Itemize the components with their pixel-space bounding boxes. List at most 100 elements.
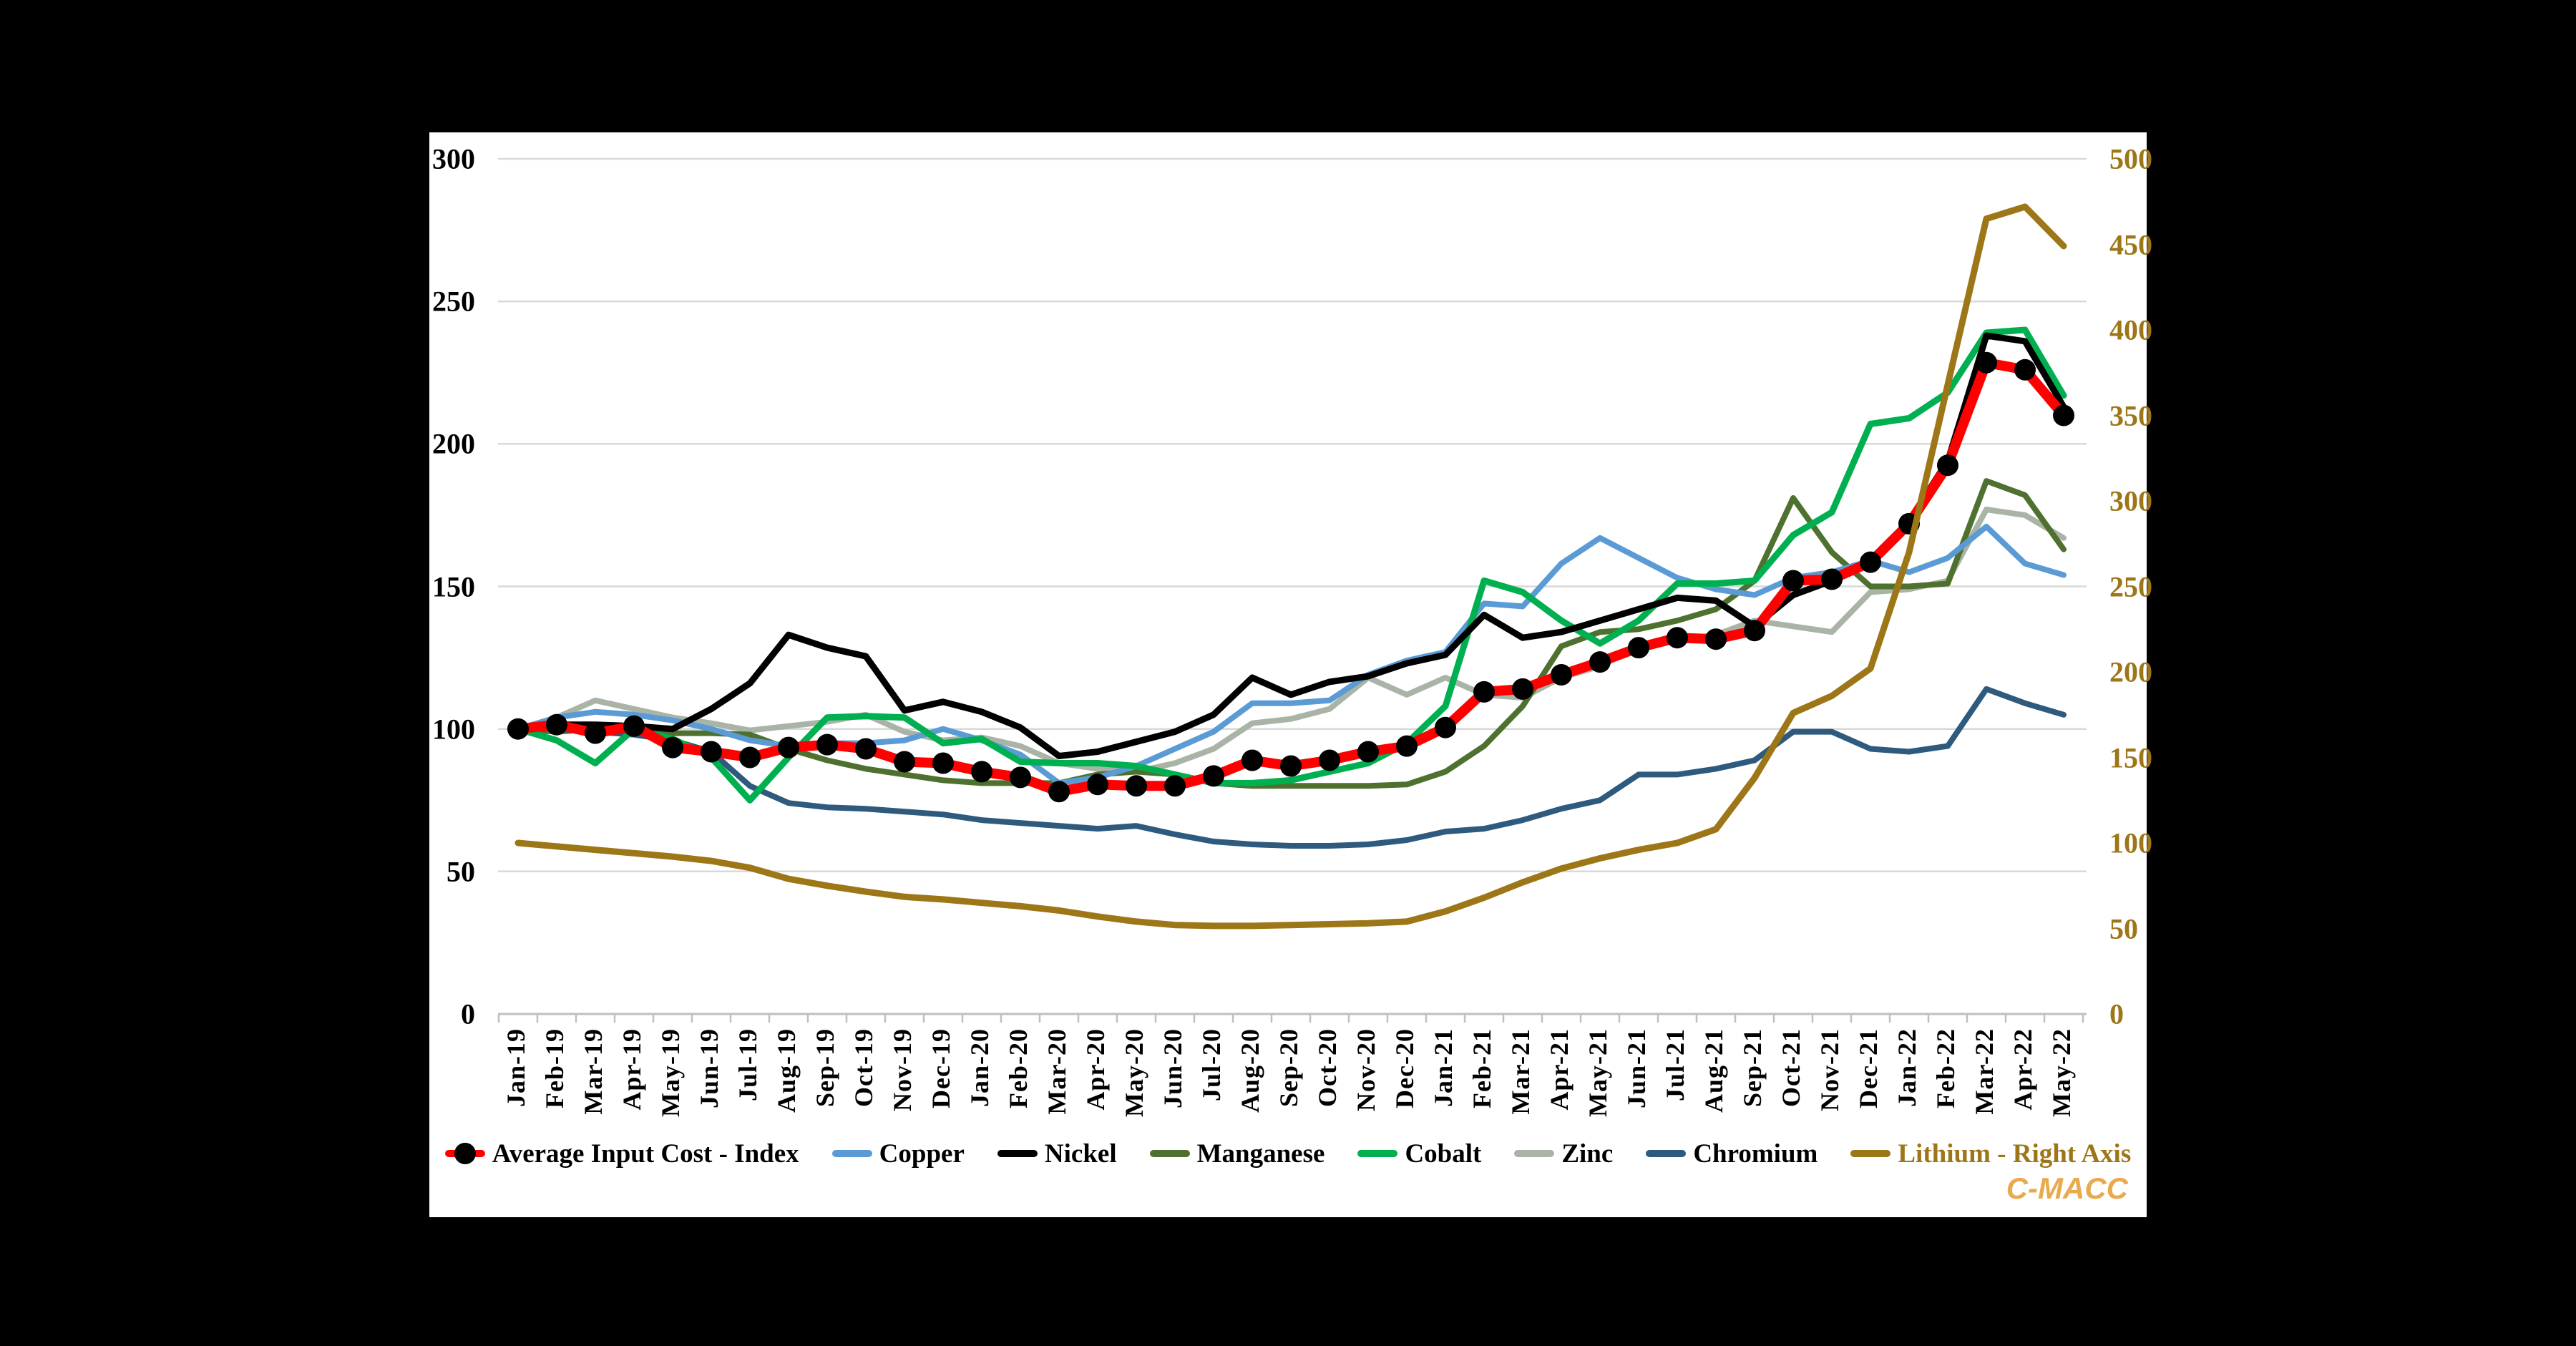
series-copper	[515, 523, 2067, 786]
x-axis-tick-label: Dec-19	[927, 1028, 955, 1108]
legend-label: Cobalt	[1405, 1138, 1482, 1169]
x-axis-tick-label: Sep-21	[1738, 1028, 1767, 1108]
avg-line-dot-marker-icon	[444, 1143, 485, 1164]
x-axis-tick-label: Aug-19	[772, 1028, 801, 1113]
x-axis-tick-label: Jan-22	[1893, 1028, 1921, 1108]
y-axis-right-tick-label: 300	[2109, 484, 2152, 517]
legend-label: Zinc	[1561, 1138, 1614, 1169]
x-axis-tick-label: Apr-19	[618, 1028, 646, 1111]
y-axis-right-tick-label: 250	[2109, 570, 2152, 603]
y-axis-right-tick-label: 50	[2109, 912, 2138, 945]
series-avg-marker	[1203, 765, 1224, 787]
x-axis-tick-label: May-21	[1584, 1028, 1612, 1117]
series-zinc	[515, 507, 2067, 775]
x-axis-tick-label: Apr-20	[1081, 1028, 1110, 1111]
series-avg-marker	[1241, 749, 1263, 771]
series-avg-marker	[1628, 637, 1649, 659]
legend-label: Copper	[879, 1138, 965, 1169]
series-avg-marker	[1048, 781, 1070, 803]
series-avg-marker	[585, 722, 606, 744]
series-avg-marker	[623, 715, 645, 737]
x-axis-tick-label: Jul-21	[1661, 1028, 1689, 1102]
x-axis-tick-label: Apr-22	[2009, 1028, 2037, 1111]
copper-line-marker-icon	[831, 1150, 872, 1157]
watermark: C-MACC	[2006, 1171, 2128, 1205]
legend-label: Average Input Cost - Index	[492, 1138, 799, 1169]
x-axis-tick-label: Jan-19	[502, 1028, 530, 1108]
y-axis-right-tick-label: 200	[2109, 655, 2152, 688]
x-axis-tick-label: Jun-19	[695, 1028, 723, 1109]
y-axis-right-tick-label: 450	[2109, 228, 2152, 260]
y-axis-left-tick-label: 200	[432, 427, 475, 460]
chart-canvas	[497, 157, 2087, 1023]
legend-item-cobalt: Cobalt	[1357, 1138, 1481, 1169]
series-avg-marker	[1782, 570, 1804, 592]
legend-item-nickel: Nickel	[997, 1138, 1117, 1169]
x-axis-tick-label: Sep-20	[1274, 1028, 1303, 1108]
x-axis-tick-label: Oct-21	[1777, 1028, 1805, 1107]
x-axis-tick-label: Dec-21	[1854, 1028, 1883, 1108]
x-axis-tick-label: Mar-20	[1043, 1028, 1071, 1115]
chart-panel: 0 50 100 150 200 250 300 0 50 100 150 200 250 300 350…	[429, 132, 2152, 1217]
series-avg-marker	[1860, 551, 1881, 573]
series-avg-marker	[1705, 628, 1727, 650]
y-axis-left-tick-label: 50	[447, 855, 475, 888]
x-axis-tick-label: Jan-20	[965, 1028, 994, 1108]
legend-item-average-input-cost: Average Input Cost - Index	[444, 1138, 799, 1169]
y-axis-left-tick-label: 250	[432, 285, 475, 318]
x-axis-tick-label: Feb-20	[1004, 1028, 1033, 1108]
series-avg-marker	[739, 746, 761, 769]
x-axis-tick-label: Feb-21	[1468, 1028, 1496, 1108]
x-axis-tick-label: Apr-21	[1545, 1028, 1574, 1111]
legend-label: Chromium	[1693, 1138, 1818, 1169]
legend-label: Manganese	[1196, 1138, 1325, 1169]
zinc-line-marker-icon	[1514, 1150, 1555, 1157]
x-axis-tick-label: May-22	[2047, 1028, 2076, 1117]
series-avg-marker	[1976, 351, 1997, 374]
x-axis-tick-label: May-20	[1120, 1028, 1148, 1117]
x-axis-tick-label: Nov-19	[888, 1028, 917, 1111]
series-avg-marker	[894, 751, 915, 773]
y-axis-right-tick-label: 400	[2109, 313, 2152, 346]
series-lithium	[514, 203, 2067, 930]
series-avg-marker	[778, 736, 799, 759]
x-axis-tick-label: Mar-19	[579, 1028, 608, 1115]
legend: Average Input Cost - Index Copper Nickel…	[429, 1128, 2147, 1179]
series-avg-marker	[2053, 404, 2074, 426]
x-axis-tick-label: Aug-21	[1699, 1028, 1728, 1113]
series-avg-marker	[1164, 775, 1186, 797]
series-avg-marker	[1589, 651, 1611, 673]
series-avg-marker	[1319, 749, 1340, 771]
x-axis-tick-label: Jan-21	[1429, 1028, 1458, 1108]
y-axis-right-tick-label: 150	[2109, 741, 2152, 774]
y-axis-left-tick-label: 300	[432, 142, 475, 175]
x-axis-tick-label: Dec-20	[1390, 1028, 1419, 1108]
series-avg-marker	[1473, 681, 1495, 703]
x-axis-tick-label: Jul-20	[1197, 1028, 1226, 1102]
series-avg-marker	[1667, 627, 1688, 649]
series-avg-marker	[1821, 568, 1843, 590]
series-avg-marker	[932, 752, 954, 774]
series-avg-marker	[816, 733, 838, 756]
series-avg-marker	[1551, 664, 1572, 686]
y-axis-right-tick-label: 100	[2109, 826, 2152, 859]
x-axis-tick-label: Feb-22	[1931, 1028, 1960, 1108]
legend-label: Nickel	[1044, 1138, 1117, 1169]
lithium-line-marker-icon	[1850, 1150, 1891, 1157]
x-axis-tick-label: Jul-19	[733, 1028, 762, 1102]
series-avg-marker	[1357, 741, 1379, 763]
x-axis-tick-label: Sep-19	[811, 1028, 839, 1108]
x-axis-tick-label: Oct-20	[1313, 1028, 1342, 1107]
x-axis-tick-label: May-19	[656, 1028, 685, 1117]
y-axis-left-tick-label: 150	[432, 570, 475, 603]
x-axis-tick-label: Oct-19	[849, 1028, 878, 1107]
series-avg-marker	[2014, 359, 2036, 381]
series-nickel	[514, 332, 2067, 759]
legend-item-manganese: Manganese	[1149, 1138, 1325, 1169]
y-axis-left-tick-label: 100	[432, 713, 475, 746]
series-avg-marker	[1744, 620, 1765, 642]
y-axis-left-tick-label: 0	[461, 998, 475, 1030]
series-avg-marker	[1435, 716, 1456, 738]
series-avg-marker	[1512, 678, 1533, 700]
x-axis-tick-label: Feb-19	[540, 1028, 569, 1108]
